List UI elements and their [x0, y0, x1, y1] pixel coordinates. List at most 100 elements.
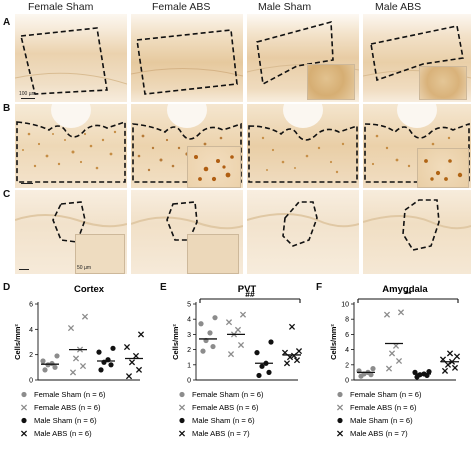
- data-point: [227, 351, 235, 358]
- data-point: [259, 363, 265, 369]
- legend-marker: [178, 430, 186, 437]
- data-point: [283, 360, 291, 367]
- y-tick-label: 0: [345, 378, 349, 385]
- data-point: [137, 331, 145, 338]
- y-tick-label: 1: [187, 362, 191, 369]
- legend-marker: [336, 430, 344, 437]
- chart-pvt: PVT 0 1 2 3 4 5 Cells/mm² ## Female Sham (n = 6) F…: [171, 284, 303, 438]
- row-label-b: B: [3, 103, 11, 114]
- inset-zoom: [187, 146, 241, 188]
- legend-label: Male Sham (n = 6): [350, 416, 413, 425]
- row-label-a: A: [3, 17, 11, 28]
- column-header-male-sham: Male Sham: [258, 1, 312, 13]
- data-point: [132, 352, 140, 359]
- legend-label: Male ABS (n = 7): [350, 429, 408, 438]
- legend-marker: [337, 391, 343, 398]
- data-point: [446, 350, 454, 357]
- data-point: [108, 362, 114, 368]
- data-point: [383, 311, 391, 318]
- data-point: [388, 350, 396, 357]
- legend-label: Male ABS (n = 7): [192, 429, 250, 438]
- data-point: [42, 367, 48, 373]
- legend-label: Female ABS (n = 6): [192, 403, 259, 412]
- y-tick-label: 3: [187, 332, 191, 339]
- significance-label: ##: [245, 289, 255, 299]
- chart-cortex: Cortex 0 2 4 6 Cells/mm² Female Sham (n = 6) Fe…: [13, 284, 145, 438]
- data-point: [207, 330, 213, 336]
- inset-zoom: [75, 234, 125, 274]
- y-tick-label: 2: [345, 362, 349, 369]
- data-point: [135, 366, 143, 373]
- data-point: [212, 315, 218, 321]
- data-point: [210, 343, 216, 350]
- data-point: [453, 353, 461, 360]
- y-tick-label: 0: [29, 378, 33, 385]
- micrograph-c-male-sham: [247, 190, 359, 274]
- data-point: [125, 373, 133, 380]
- legend-marker: [21, 391, 27, 398]
- micrograph-c-female-abs: [131, 190, 243, 274]
- legend-marker: [179, 417, 185, 424]
- data-point: [370, 366, 376, 372]
- y-tick-label: 6: [29, 302, 33, 309]
- data-point: [200, 348, 206, 354]
- chart-title: PVT: [238, 284, 257, 295]
- micrograph-b-female-sham: [15, 104, 127, 188]
- micrograph-c-male-abs: [363, 190, 471, 274]
- data-point: [40, 358, 46, 364]
- micrograph-c-female-sham: 50 µm: [15, 190, 127, 274]
- micrograph-b-male-sham: [247, 104, 359, 188]
- chart-title: Cortex: [74, 284, 105, 295]
- y-tick-label: 4: [345, 347, 349, 354]
- legend-marker: [20, 430, 28, 437]
- y-tick-label: 5: [187, 302, 191, 309]
- y-axis-label: Cells/mm²: [329, 324, 338, 360]
- data-point: [110, 345, 116, 351]
- micrograph-b-male-abs: [363, 104, 471, 188]
- micrograph-a-male-abs: [363, 14, 471, 102]
- inset-zoom: [187, 234, 239, 274]
- scale-label: 50 µm: [77, 265, 91, 271]
- significance-label: **: [405, 289, 412, 299]
- data-point: [290, 352, 298, 359]
- data-point: [266, 369, 272, 375]
- data-point: [268, 339, 274, 345]
- data-point: [54, 353, 60, 359]
- y-tick-label: 0: [187, 378, 191, 385]
- data-point: [52, 364, 58, 370]
- y-tick-label: 2: [29, 352, 33, 359]
- micrograph-a-female-abs: [131, 14, 243, 102]
- data-point: [123, 344, 131, 351]
- scale-label: 100 µm: [19, 91, 36, 97]
- data-point: [397, 309, 405, 316]
- data-point: [72, 355, 80, 362]
- micrograph-b-female-abs: [131, 104, 243, 188]
- legend-marker: [21, 417, 27, 424]
- legend-label: Female Sham (n = 6): [192, 390, 264, 399]
- data-point: [295, 348, 303, 355]
- data-point: [69, 369, 77, 376]
- data-point: [96, 349, 102, 355]
- y-tick-label: 4: [187, 317, 191, 324]
- data-point: [98, 367, 104, 373]
- legend-marker: [179, 391, 185, 398]
- panel-label-d: D: [3, 282, 11, 293]
- data-point: [385, 365, 393, 372]
- data-point: [426, 369, 432, 375]
- inset-zoom: [417, 148, 469, 188]
- y-axis-label: Cells/mm²: [13, 324, 22, 360]
- legend-marker: [20, 404, 28, 411]
- data-point: [128, 359, 136, 366]
- data-point: [288, 323, 296, 330]
- legend-label: Female Sham (n = 6): [34, 390, 106, 399]
- panel-label-e: E: [160, 282, 167, 293]
- y-tick-label: 10: [341, 302, 349, 309]
- panel-label-f: F: [316, 282, 323, 293]
- micrograph-a-male-sham: [247, 14, 359, 102]
- legend-label: Female ABS (n = 6): [350, 403, 417, 412]
- data-point: [395, 357, 403, 365]
- inset-zoom: [307, 64, 355, 100]
- scale-bar: [21, 183, 33, 184]
- data-point: [293, 357, 301, 364]
- y-axis-label: Cells/mm²: [171, 324, 180, 360]
